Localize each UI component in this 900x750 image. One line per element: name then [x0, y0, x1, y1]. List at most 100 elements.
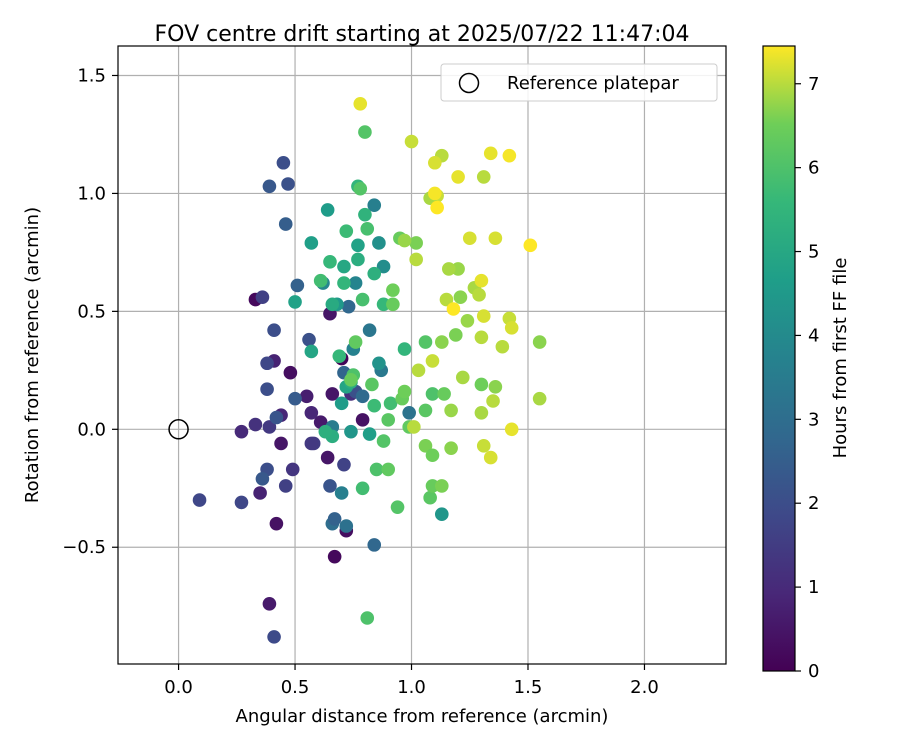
data-point	[360, 222, 375, 236]
data-point	[344, 372, 358, 387]
data-point	[327, 549, 342, 564]
data-point	[348, 335, 363, 349]
data-point	[425, 448, 440, 463]
data-point	[474, 405, 489, 420]
y-ticks: −0.5 0.0 0.5 1.0 1.5	[62, 65, 118, 558]
data-point	[409, 252, 423, 267]
data-point	[425, 479, 440, 493]
colorbar-tick-label: 3	[808, 409, 819, 430]
data-point	[262, 597, 277, 611]
reference-marker-group	[168, 419, 189, 440]
data-point	[255, 472, 270, 486]
data-point	[332, 349, 347, 363]
data-point	[409, 236, 423, 250]
data-point	[323, 479, 337, 493]
reference-platepar-marker	[168, 419, 189, 440]
colorbar-label: Hours from first FF file	[830, 258, 851, 459]
data-point	[285, 462, 300, 477]
data-point	[337, 276, 351, 290]
data-point	[483, 450, 498, 465]
data-point	[358, 125, 372, 139]
data-point	[430, 200, 444, 215]
data-point	[337, 259, 351, 274]
colorbar-tick-label: 0	[808, 661, 819, 682]
data-point	[355, 481, 370, 496]
legend: Reference platepar	[440, 63, 718, 102]
data-point	[234, 495, 249, 510]
data-point	[344, 424, 358, 439]
data-point	[320, 203, 335, 217]
colorbar-tick-label: 1	[808, 577, 819, 598]
data-point	[267, 323, 281, 338]
legend-box	[440, 63, 718, 102]
data-point	[476, 309, 491, 323]
data-point	[397, 233, 412, 248]
data-point	[383, 396, 398, 411]
data-point	[474, 330, 489, 345]
data-point	[276, 155, 291, 170]
data-point	[267, 630, 281, 644]
data-point	[390, 500, 405, 514]
data-point	[260, 356, 274, 371]
data-point	[425, 387, 440, 401]
data-point	[269, 410, 284, 425]
data-point	[376, 297, 391, 312]
data-point	[304, 344, 319, 359]
data-point	[418, 439, 433, 453]
legend-marker-reference	[458, 72, 480, 94]
data-point	[476, 439, 491, 453]
data-point	[386, 283, 400, 297]
data-point	[253, 486, 267, 500]
data-point	[474, 377, 489, 392]
colorbar: 0 1 2 3 4 5 6 7 Hours from first FF file	[762, 45, 851, 682]
data-point	[304, 405, 319, 420]
data-point	[397, 342, 412, 356]
colorbar-tick-label: 2	[808, 493, 819, 514]
data-point	[362, 427, 377, 441]
data-point	[327, 512, 342, 526]
data-point	[355, 413, 370, 427]
data-point	[334, 486, 349, 500]
data-point	[386, 297, 400, 312]
data-point	[437, 387, 451, 401]
data-point	[376, 434, 391, 448]
data-point	[502, 148, 517, 163]
data-point	[504, 321, 519, 335]
y-tick-label: 0.0	[77, 419, 106, 440]
data-point	[260, 382, 274, 397]
data-point	[362, 323, 377, 338]
data-point	[281, 177, 295, 191]
plot-frame	[117, 45, 727, 665]
data-point	[262, 179, 277, 194]
colorbar-tick-label: 4	[808, 325, 819, 346]
data-point	[425, 354, 440, 368]
data-point	[372, 356, 386, 371]
data-point	[278, 217, 293, 231]
data-point	[381, 413, 396, 427]
data-point	[353, 96, 368, 111]
data-point	[435, 479, 449, 493]
x-tick-label: 2.0	[630, 677, 659, 698]
data-point	[376, 259, 391, 274]
data-point	[318, 424, 333, 439]
data-point	[288, 391, 302, 406]
data-point	[367, 266, 382, 281]
data-point	[313, 273, 328, 288]
data-point	[397, 384, 412, 399]
data-point	[472, 288, 486, 302]
data-point	[428, 186, 442, 201]
x-tick-label: 0.5	[281, 677, 310, 698]
data-point	[358, 207, 372, 222]
data-point	[353, 181, 368, 196]
data-point	[288, 295, 302, 309]
data-point	[476, 170, 491, 184]
data-point	[439, 292, 454, 307]
colorbar-tick-label: 7	[808, 74, 819, 95]
data-point	[532, 335, 547, 349]
y-tick-label: 1.0	[77, 183, 106, 204]
data-point	[323, 255, 337, 269]
x-tick-label: 1.0	[397, 677, 426, 698]
data-point	[278, 479, 293, 493]
data-point	[453, 290, 468, 305]
data-point	[339, 224, 354, 238]
